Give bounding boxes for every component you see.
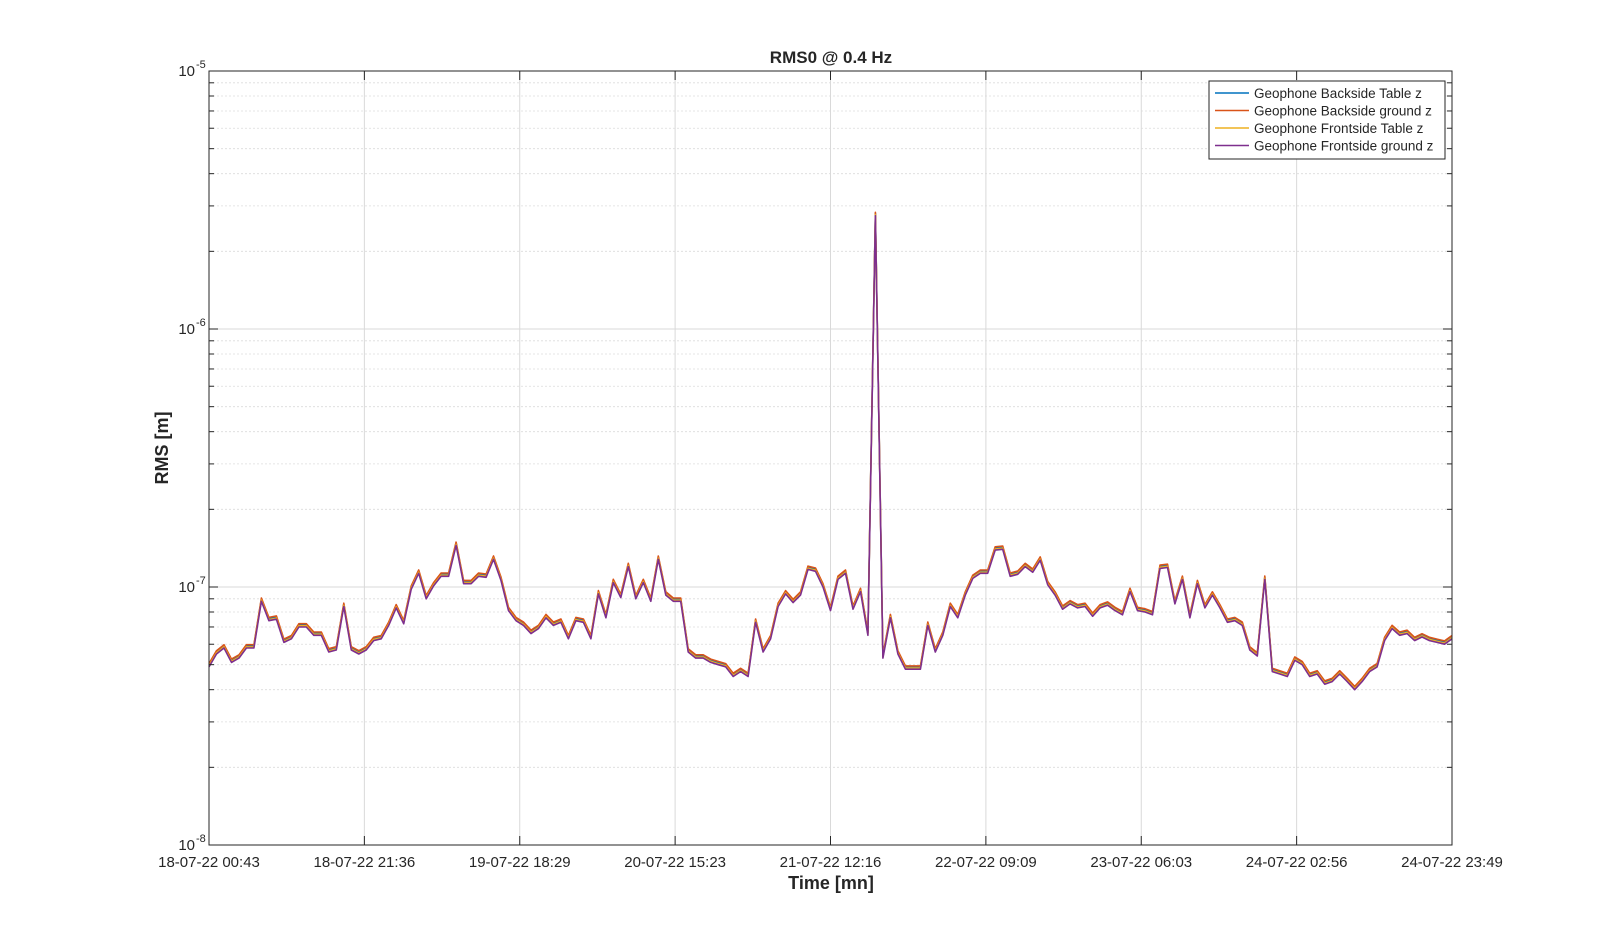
legend-label: Geophone Backside ground z — [1254, 104, 1432, 119]
y-tick-label: 10 -8 — [178, 833, 205, 854]
y-tick-exponent: -8 — [196, 833, 206, 845]
x-tick-label: 20-07-22 15:23 — [624, 854, 726, 871]
y-tick-base: 10 — [178, 63, 195, 80]
y-tick-label: 10 -7 — [178, 575, 205, 596]
y-tick-base: 10 — [178, 321, 195, 338]
y-tick-label: 10 -6 — [178, 317, 205, 338]
legend-item[interactable]: Geophone Frontside ground z — [1215, 139, 1434, 154]
y-tick-base: 10 — [178, 837, 195, 854]
legend-item[interactable]: Geophone Frontside Table z — [1215, 121, 1424, 136]
x-tick-label: 24-07-22 23:49 — [1401, 854, 1503, 871]
y-axis-title: RMS [m] — [152, 412, 172, 485]
legend[interactable]: Geophone Backside Table z Geophone Backsi… — [1208, 80, 1446, 160]
legend-item[interactable]: Geophone Backside Table z — [1215, 86, 1422, 101]
y-tick-base: 10 — [178, 579, 195, 596]
chart-title: RMS0 @ 0.4 Hz — [770, 48, 892, 67]
y-tick-label: 10 -5 — [178, 59, 205, 80]
y-tick-exponent: -5 — [196, 59, 206, 71]
x-tick-label: 24-07-22 02:56 — [1246, 854, 1348, 871]
legend-label: Geophone Backside Table z — [1254, 86, 1422, 101]
legend-item[interactable]: Geophone Backside ground z — [1215, 104, 1432, 119]
y-tick-labels: 10-810-710-610-5 — [178, 59, 205, 854]
x-axis-title: Time [mn] — [788, 873, 874, 893]
axis-ticks — [208, 70, 1453, 846]
x-tick-label: 18-07-22 21:36 — [314, 854, 416, 871]
y-tick-exponent: -7 — [196, 575, 206, 587]
series-line-geophone-frontside-ground-z — [208, 214, 1453, 691]
x-tick-label: 23-07-22 06:03 — [1090, 854, 1192, 871]
x-tick-label: 19-07-22 18:29 — [469, 854, 571, 871]
x-tick-label: 18-07-22 00:43 — [158, 854, 260, 871]
x-tick-label: 22-07-22 09:09 — [935, 854, 1037, 871]
series-lines — [208, 211, 1453, 691]
legend-label: Geophone Frontside Table z — [1254, 121, 1424, 136]
legend-label: Geophone Frontside ground z — [1254, 139, 1434, 154]
x-tick-labels: 18-07-22 00:43 18-07-22 21:36 19-07-22 18:… — [158, 854, 1503, 871]
x-tick-label: 21-07-22 12:16 — [780, 854, 882, 871]
y-tick-exponent: -6 — [196, 317, 206, 329]
